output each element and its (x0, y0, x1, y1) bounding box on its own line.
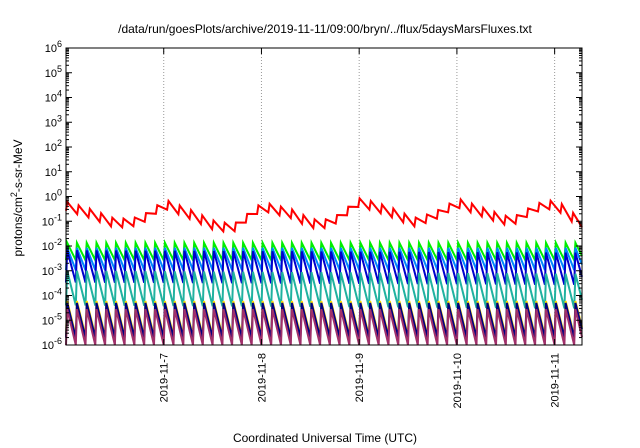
x-axis-title: Coordinated Universal Time (UTC) (233, 431, 417, 445)
y-tick-label-1: 10-5 (42, 311, 62, 327)
x-tick-label-3: 2019-11-10 (452, 353, 464, 408)
y-axis-title-sup: 2 (9, 192, 19, 197)
y-tick-label-7: 101 (45, 163, 62, 179)
series-line-1 (65, 239, 583, 264)
series-line-7 (65, 308, 583, 346)
y-tick-label-5: 10-1 (42, 212, 62, 228)
y-tick-label-4: 10-2 (42, 237, 62, 253)
y-tick-label-8: 102 (45, 138, 62, 154)
y-tick-label-11: 105 (45, 64, 62, 80)
series-line-0 (65, 196, 583, 234)
x-tick-label-4: 2019-11-11 (550, 353, 562, 408)
x-tick-label-2: 2019-11-9 (354, 353, 366, 402)
y-tick-label-3: 10-3 (42, 262, 62, 278)
y-tick-label-12: 106 (45, 39, 62, 55)
x-axis-ticks: 2019-11-7 2019-11-8 2019-11-9 2019-11-10 201… (159, 48, 562, 408)
y-axis-title-base: protons/cm (11, 197, 25, 256)
y-tick-label-2: 10-4 (42, 287, 62, 303)
y-axis-title-rest: -s-sr-MeV (11, 139, 25, 192)
x-tick-label-1: 2019-11-8 (256, 353, 268, 402)
y-tick-label-10: 104 (45, 89, 62, 105)
x-tick-label-0: 2019-11-7 (159, 353, 171, 402)
y-axis-title: protons/cm2-s-sr-MeV (9, 139, 25, 256)
chart-title: /data/run/goesPlots/archive/2019-11-11/0… (118, 22, 532, 36)
y-tick-label-9: 103 (45, 113, 62, 129)
y-axis-ticks: 10-6 10-5 10-4 10-3 10-2 10-1 100 101 102 103 104 1… (42, 39, 582, 352)
y-tick-label-0: 10-6 (42, 336, 62, 352)
series-line-4 (65, 270, 583, 309)
series-lines (65, 196, 583, 346)
y-tick-label-6: 100 (45, 188, 62, 204)
